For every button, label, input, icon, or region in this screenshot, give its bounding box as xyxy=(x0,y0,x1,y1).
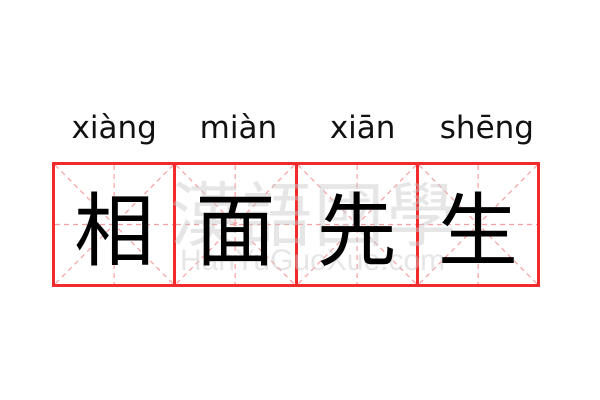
pinyin-4: shēng xyxy=(439,110,534,146)
pinyin-2: miàn xyxy=(199,110,278,146)
guide-lines xyxy=(298,165,416,284)
pinyin-3: xiān xyxy=(329,110,396,146)
character-cell: 面 xyxy=(173,162,298,287)
character-cell: 生 xyxy=(415,162,540,287)
hanzi-2: 面 xyxy=(195,184,276,278)
hanzi-1: 相 xyxy=(74,184,155,278)
guide-line xyxy=(55,165,173,284)
hanzi-3: 先 xyxy=(316,184,397,278)
character-cell: 先 xyxy=(294,162,419,287)
hanzi-4: 生 xyxy=(437,184,518,278)
guide-line xyxy=(176,165,294,284)
pinyin-row: xiàng miàn xiān shēng xyxy=(52,106,549,150)
character-grid: 相 面 先 生 xyxy=(52,162,549,287)
pinyin-1: xiàng xyxy=(71,110,157,146)
guide-line xyxy=(298,165,416,284)
guide-lines xyxy=(419,165,537,284)
character-cell: 相 xyxy=(52,162,177,287)
guide-line xyxy=(419,165,537,284)
guide-lines xyxy=(176,165,294,284)
guide-lines xyxy=(55,165,173,284)
